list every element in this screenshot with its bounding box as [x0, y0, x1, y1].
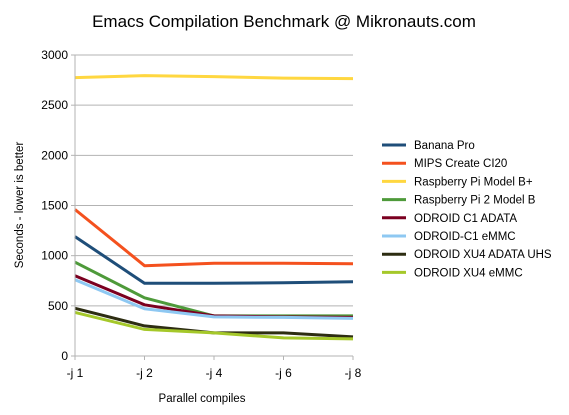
x-tick-label: -j 6 — [275, 366, 292, 380]
x-tick-label: -j 4 — [206, 366, 223, 380]
axes — [74, 55, 353, 357]
legend-label: ODROID C1 ADATA — [414, 213, 517, 225]
y-tick-label: 2500 — [41, 98, 68, 112]
series-line-0 — [74, 235, 354, 285]
series-line-2 — [74, 74, 354, 81]
legend-label: Raspberry Pi 2 Model B — [414, 195, 536, 207]
legend-label: Raspberry Pi Model B+ — [414, 176, 533, 188]
gridlines — [71, 54, 354, 360]
x-tick-label: -j 8 — [345, 366, 362, 380]
series-line-7 — [74, 310, 354, 341]
y-tick-label: 1500 — [41, 199, 68, 213]
legend-label: MIPS Create CI20 — [414, 158, 507, 170]
series-line-3 — [74, 260, 353, 318]
y-tick-label: 2000 — [41, 148, 68, 162]
x-axis-label: Parallel compiles — [159, 393, 246, 405]
y-tick-labels: 0 500 1000 1500 2000 2500 3000 — [41, 48, 68, 363]
y-tick-label: 500 — [48, 299, 68, 313]
legend-label: ODROID XU4 eMMC — [414, 267, 523, 279]
x-tick-label: -j 1 — [67, 366, 84, 380]
series-lines — [74, 74, 354, 341]
legend-label: ODROID-C1 eMMC — [414, 231, 516, 243]
x-tick-labels: -j 1 -j 2 -j 4 -j 6 -j 8 — [67, 366, 362, 380]
series-line-1 — [74, 208, 354, 268]
legend-label: ODROID XU4 ADATA UHS — [414, 249, 552, 261]
x-tick-label: -j 2 — [136, 366, 153, 380]
series-line-5 — [74, 278, 354, 320]
y-axis-label: Seconds - lower is better — [14, 142, 26, 269]
y-tick-label: 3000 — [41, 48, 68, 62]
y-tick-label: 1000 — [41, 249, 68, 263]
y-tick-label: 0 — [61, 349, 68, 363]
legend-label: Banana Pro — [414, 140, 475, 152]
legend: Banana Pro MIPS Create CI20 Raspberry Pi M… — [382, 140, 552, 279]
chart-title: Emacs Compilation Benchmark @ Mikronauts… — [92, 12, 476, 31]
